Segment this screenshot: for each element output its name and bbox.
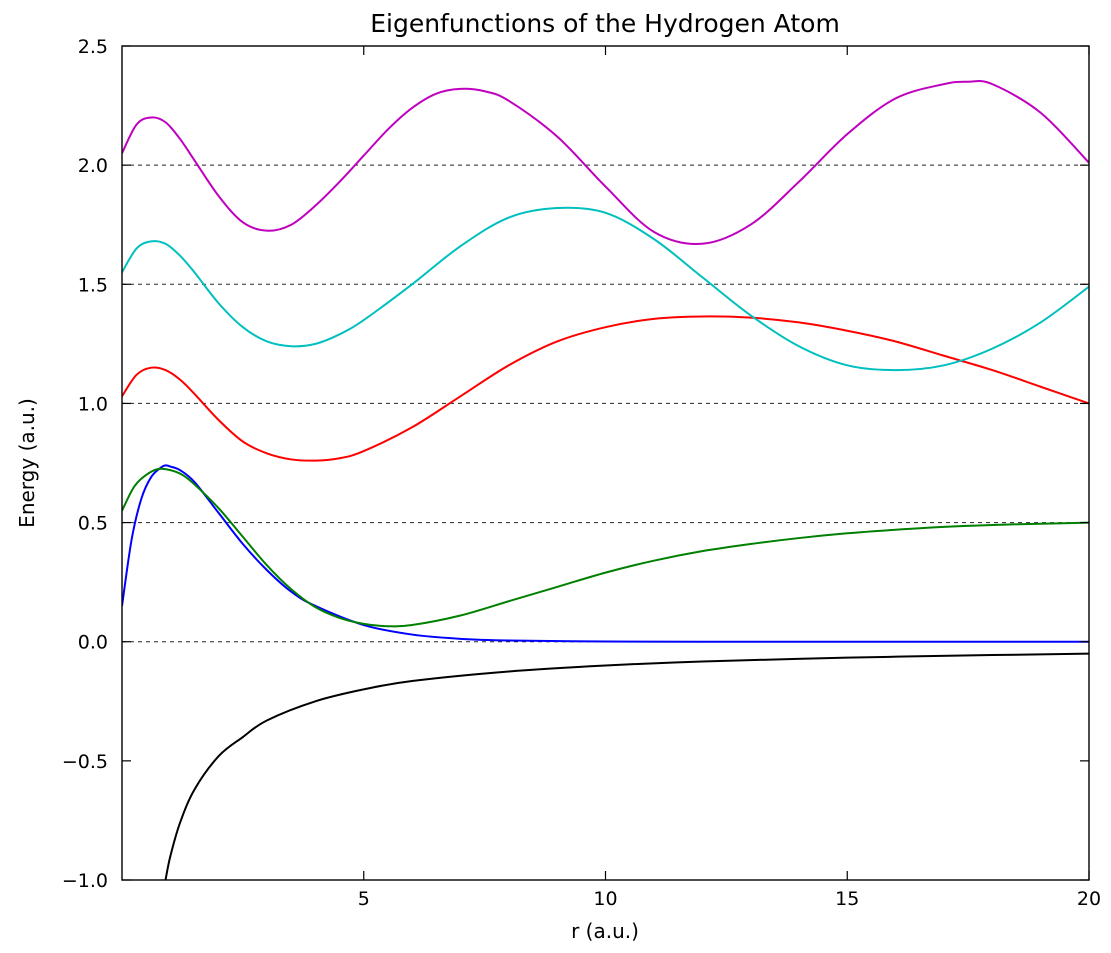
series-line-0 [164,652,1089,880]
y-tick-label: 0.5 [78,513,108,535]
y-tick-label: 1.0 [78,393,108,415]
x-tick-label: 20 [1077,888,1101,910]
x-tick-label: 5 [358,888,370,910]
x-tick-label: 15 [835,888,859,910]
x-tick-label: 10 [593,888,617,910]
series-line-4 [122,206,1089,372]
y-tick-label: 2.0 [78,155,108,177]
series-line-2 [122,467,1089,628]
series-line-3 [122,315,1089,462]
y-tick-label: −0.5 [62,751,108,773]
chart-title: Eigenfunctions of the Hydrogen Atom [370,9,840,38]
y-tick-label: −1.0 [62,870,108,892]
axis-ticks: 5 10 15 20 −1.0 −0.5 0.0 0.5 1.0 1.5 2.0 2.5 [62,36,1101,910]
series-lines [122,79,1089,880]
series-line-5 [122,79,1089,245]
y-tick-label: 2.5 [78,36,108,58]
y-tick-label: 1.5 [78,274,108,296]
y-tick-label: 0.0 [78,632,108,654]
x-axis-label: r (a.u.) [571,919,639,943]
y-axis-label: Energy (a.u.) [15,398,39,528]
